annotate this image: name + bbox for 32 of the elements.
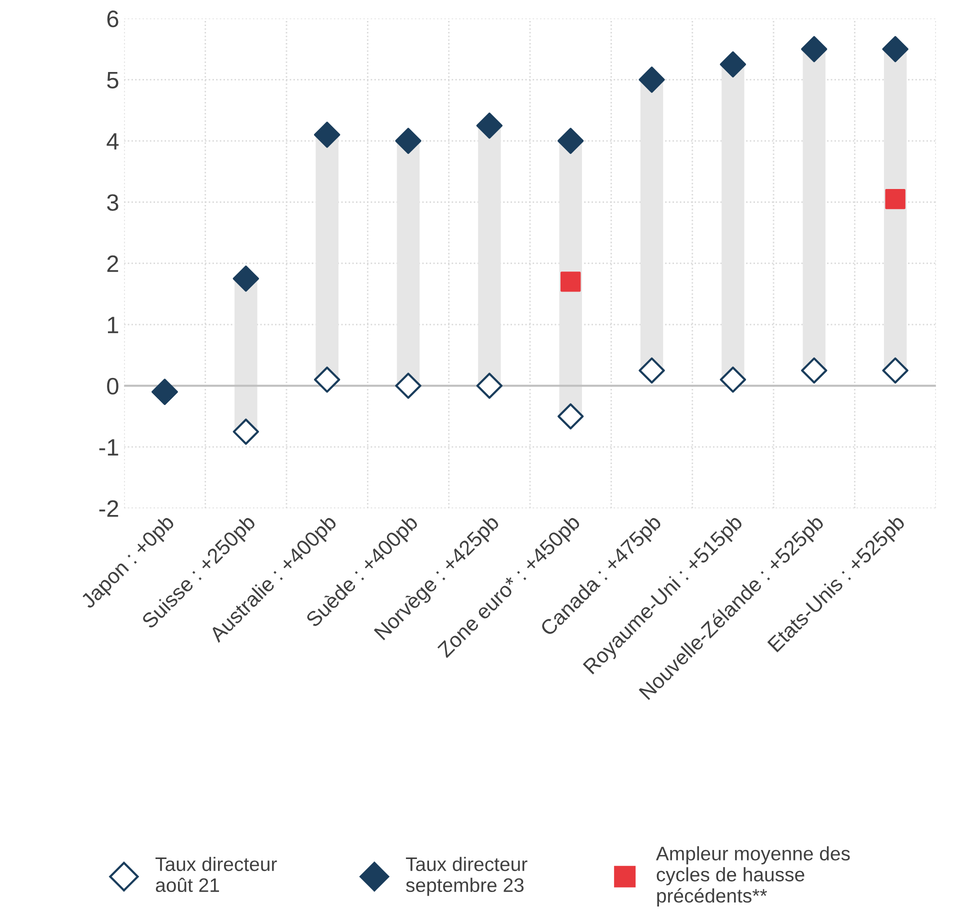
y-tick-label: -1	[99, 439, 118, 456]
point	[638, 357, 665, 384]
point	[882, 357, 908, 384]
y-tick-label: 1	[108, 316, 118, 334]
point	[395, 128, 422, 154]
point	[558, 403, 584, 430]
point	[720, 51, 746, 78]
y-tick-label: 0	[107, 378, 118, 395]
point	[885, 188, 906, 210]
point	[314, 366, 340, 393]
legend-label: Ampleur moyenne des cycles de hausse précédents**	[656, 846, 850, 906]
point	[476, 112, 503, 139]
legend-label: Taux directeur septembre 23	[406, 856, 528, 896]
legend-label: Taux directeur août 21	[156, 856, 277, 892]
y-tick-label: 5	[107, 72, 118, 88]
point	[638, 66, 665, 93]
y-tick-label: 4	[106, 133, 119, 150]
point	[720, 366, 746, 393]
point	[560, 272, 581, 292]
point	[232, 418, 259, 445]
y-tick-label: -2	[99, 500, 118, 517]
point	[801, 357, 828, 384]
y-tick-label: 2	[107, 255, 118, 272]
point	[558, 128, 584, 154]
y-tick-label: 3	[107, 194, 118, 211]
point	[232, 266, 259, 292]
point	[882, 36, 908, 62]
point	[476, 372, 503, 399]
point	[395, 372, 422, 399]
point	[314, 122, 340, 148]
point	[801, 36, 828, 62]
y-tick-label: 6	[107, 10, 118, 28]
